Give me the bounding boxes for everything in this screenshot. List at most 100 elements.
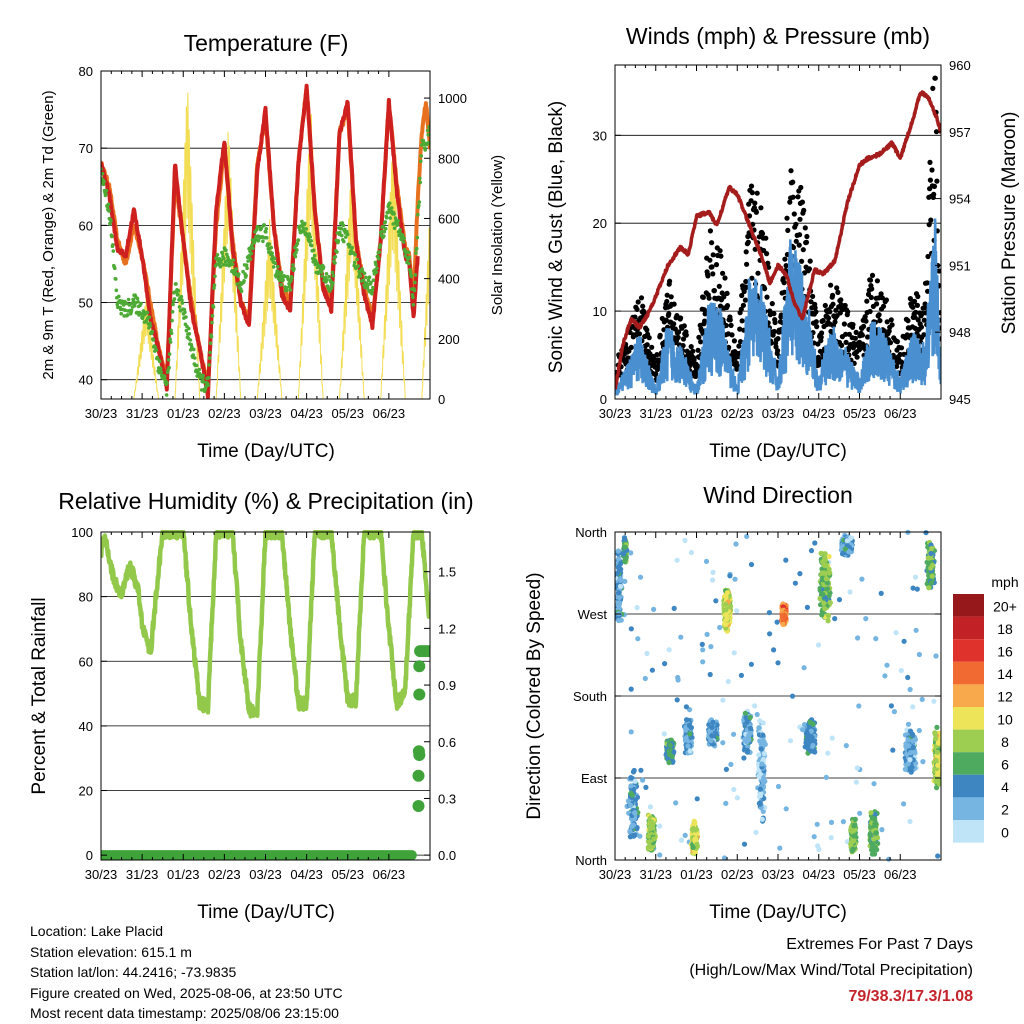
gust-point	[710, 271, 716, 277]
x-tick-label: 30/23	[599, 406, 632, 421]
dewpoint-point	[215, 253, 220, 257]
direction-point	[760, 732, 766, 738]
temperature-panel: Temperature (F) 405060708002004006008001…	[40, 30, 506, 462]
dewpoint-point	[106, 202, 111, 207]
gust-point	[865, 334, 871, 340]
dewpoint-point	[324, 272, 329, 276]
direction-point	[789, 693, 796, 699]
direction-point	[666, 647, 672, 653]
dewpoint-point	[333, 261, 337, 265]
direction-point	[775, 660, 781, 666]
dewpoint-point	[269, 245, 274, 250]
dewpoint-point	[210, 314, 215, 318]
gust-point	[842, 302, 848, 309]
dewpoint-point	[307, 232, 312, 236]
dewpoint-point	[341, 223, 346, 228]
dewpoint-point	[303, 221, 307, 226]
gust-point	[822, 302, 828, 309]
gust-point	[876, 312, 882, 318]
dewpoint-point	[176, 288, 181, 293]
dewpoint-point	[187, 326, 191, 331]
gust-point	[780, 276, 786, 282]
direction-point	[810, 742, 816, 749]
precip-point	[413, 688, 426, 701]
direction-point	[903, 742, 910, 749]
gust-point	[801, 207, 807, 213]
dewpoint-point	[222, 256, 226, 261]
dewpoint-point	[167, 365, 171, 370]
direction-point	[673, 800, 679, 806]
direction-point	[913, 627, 919, 633]
dewpoint-point	[113, 266, 117, 271]
gust-point	[709, 240, 715, 246]
dewpoint-point	[344, 235, 348, 239]
dewpoint-point	[193, 356, 197, 360]
direction-point	[907, 686, 913, 693]
dewpoint-point	[347, 243, 352, 247]
gust-point	[850, 322, 856, 328]
y2-tick-label: 945	[949, 392, 971, 407]
y-tick-label: 10	[593, 304, 607, 319]
gust-point	[782, 256, 788, 262]
dewpoint-point	[158, 366, 163, 371]
dewpoint-point	[319, 270, 324, 275]
dewpoint-point	[282, 274, 287, 279]
gust-point	[877, 318, 883, 324]
gust-point	[899, 359, 905, 366]
dewpoint-point	[236, 272, 241, 276]
gust-point	[881, 328, 888, 334]
direction-point	[723, 766, 730, 773]
gust-point	[889, 322, 895, 328]
pressure-line	[615, 90, 941, 391]
direction-point	[700, 659, 706, 665]
dewpoint-point	[398, 228, 402, 232]
direction-point	[651, 606, 657, 613]
gust-point	[790, 179, 796, 185]
gust-point	[726, 344, 732, 350]
x-tick-label: 04/23	[290, 406, 323, 421]
direction-point	[757, 793, 764, 799]
y-tick-label: 60	[79, 218, 93, 233]
direction-point	[851, 823, 857, 829]
dewpoint-point	[164, 393, 169, 397]
humidity-series	[101, 530, 430, 861]
direction-point	[774, 619, 780, 625]
y-tick-label: 50	[79, 296, 93, 311]
dewpoint-point	[294, 250, 298, 255]
gust-point	[838, 297, 844, 303]
gust-point	[921, 332, 927, 338]
direction-point	[811, 834, 817, 840]
dewpoint-point	[362, 271, 367, 276]
gust-point	[818, 334, 824, 340]
direction-point	[914, 586, 920, 592]
y-tick-label: 0	[86, 848, 93, 863]
dewpoint-point	[259, 226, 264, 231]
gust-point	[775, 348, 781, 354]
direction-point	[707, 671, 713, 678]
direction-point	[638, 767, 644, 773]
gust-point	[707, 257, 713, 263]
dewpoint-point	[171, 302, 175, 307]
y2-tick-label: 600	[438, 211, 460, 226]
dewpoint-point	[331, 281, 335, 285]
direction-point	[666, 748, 672, 755]
direction-point	[804, 730, 810, 736]
gust-point	[686, 357, 692, 363]
direction-point	[647, 826, 654, 832]
direction-point	[852, 816, 858, 823]
direction-point	[727, 573, 733, 579]
gust-point	[722, 275, 728, 281]
direction-point	[616, 617, 622, 624]
dewpoint-point	[392, 212, 396, 216]
dewpoint-point	[383, 220, 388, 224]
dewpoint-point	[248, 257, 253, 261]
gust-point	[716, 283, 722, 289]
dewpoint-point	[207, 356, 212, 360]
gust-point	[930, 85, 936, 91]
gust-point	[929, 167, 935, 173]
direction-point	[714, 722, 720, 728]
gust-point	[765, 260, 771, 266]
direction-point	[832, 616, 838, 622]
direction-point	[766, 610, 773, 616]
gust-point	[698, 339, 704, 345]
